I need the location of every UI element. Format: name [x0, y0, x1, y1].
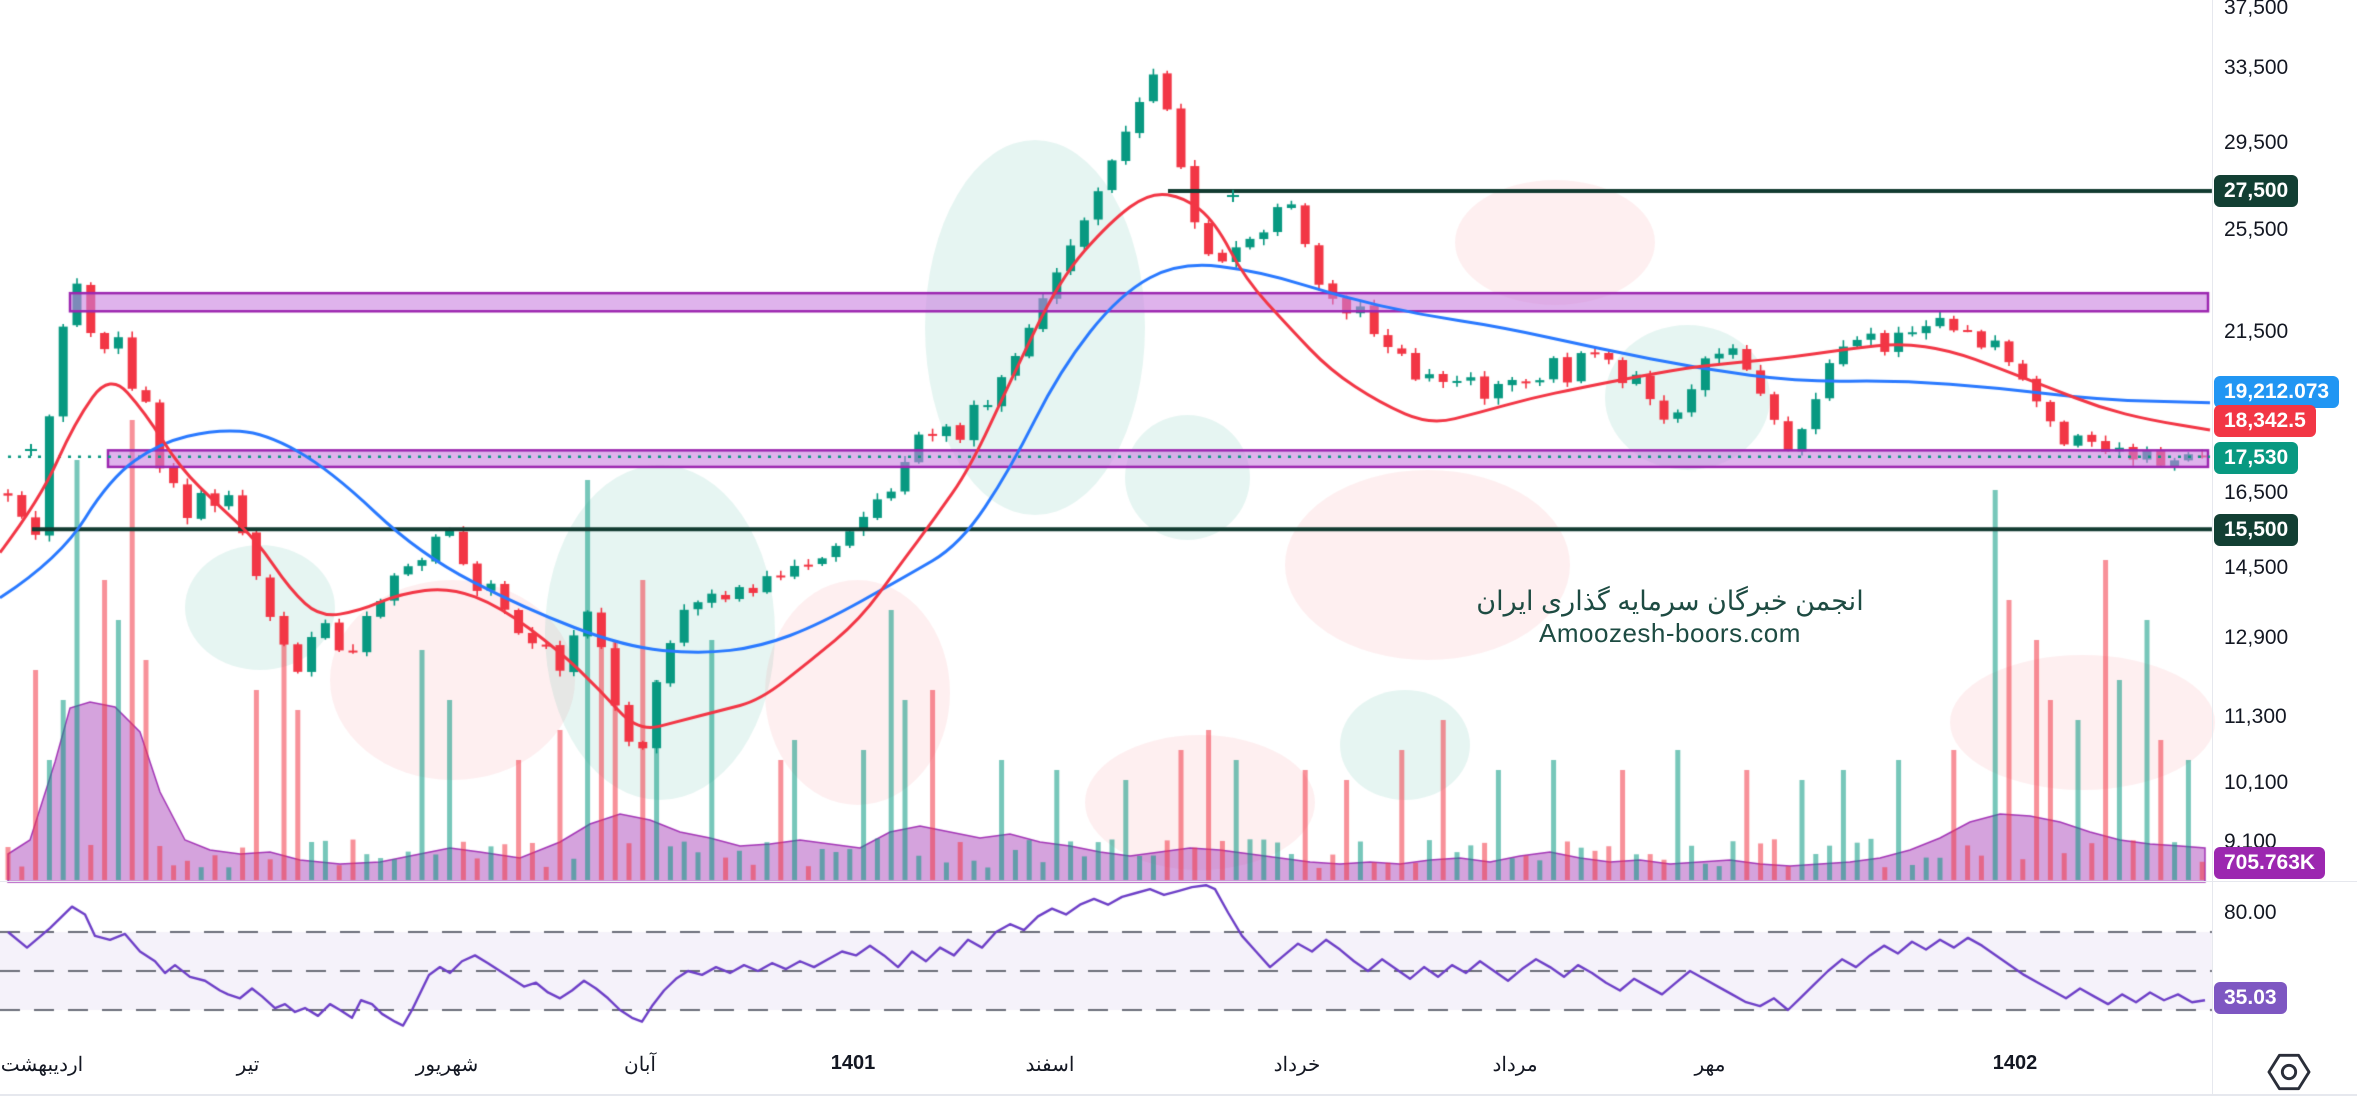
price-badge-17530: 17,530 — [2214, 442, 2299, 474]
price-badge-27500: 27,500 — [2214, 175, 2299, 207]
time-label-42[interactable]: اردیبهشت — [0, 1054, 84, 1076]
price-tick-12900: 12,900 — [2224, 626, 2289, 649]
price-tick-33500: 33,500 — [2224, 56, 2289, 79]
time-label-1050[interactable]: اسفند — [1025, 1054, 1075, 1076]
price-tick-8000: 80.00 — [2224, 901, 2277, 924]
time-label-1515[interactable]: مرداد — [1492, 1054, 1538, 1076]
time-label-640[interactable]: آبان — [624, 1054, 656, 1076]
time-label-853[interactable]: 1401 — [830, 1052, 876, 1074]
price-tick-21500: 21,500 — [2224, 320, 2289, 343]
price-tick-37500: 37,500 — [2224, 0, 2289, 19]
price-badge-19212073: 19,212.073 — [2214, 376, 2340, 408]
time-label-2015[interactable]: 1402 — [1992, 1052, 2038, 1074]
axis-separator — [0, 1094, 2357, 1096]
price-tick-29500: 29,500 — [2224, 131, 2289, 154]
price-axis-separator — [2212, 0, 2213, 1094]
price-tick-14500: 14,500 — [2224, 556, 2289, 579]
time-label-1297[interactable]: خرداد — [1273, 1054, 1321, 1076]
settings-icon[interactable] — [2266, 1051, 2312, 1093]
price-tick-16500: 16,500 — [2224, 481, 2289, 504]
price-tick-11300: 11,300 — [2224, 705, 2287, 728]
time-label-248[interactable]: تیر — [236, 1054, 260, 1076]
price-tick-10100: 10,100 — [2224, 771, 2289, 794]
price-badge-183425: 18,342.5 — [2214, 405, 2316, 437]
time-label-1710[interactable]: مهر — [1694, 1054, 1726, 1076]
time-label-447[interactable]: شهریور — [415, 1054, 479, 1076]
pane-separator — [0, 881, 2357, 882]
price-badge-15500: 15,500 — [2214, 514, 2299, 546]
price-badge-705763K: 705.763K — [2214, 847, 2326, 879]
price-badge-3503: 35.03 — [2214, 982, 2287, 1014]
price-tick-25500: 25,500 — [2224, 218, 2289, 241]
